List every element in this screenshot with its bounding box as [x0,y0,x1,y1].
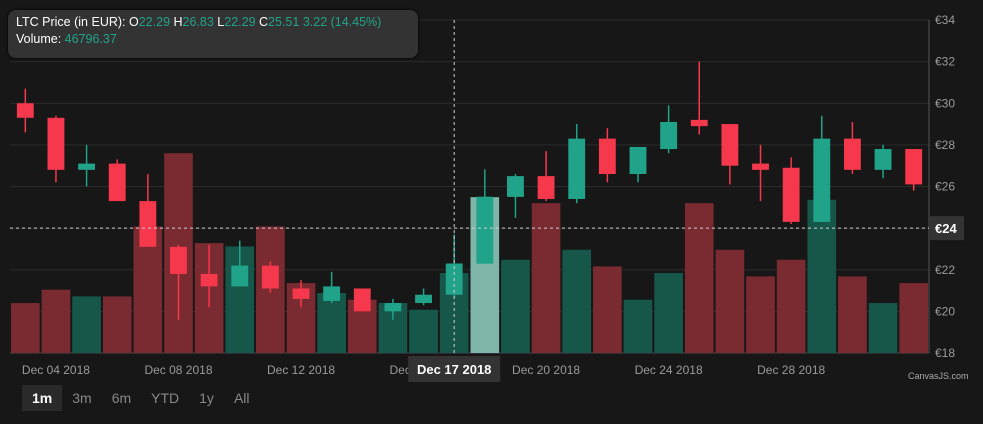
tooltip-volume: 46796.37 [64,32,117,46]
candle-body [261,265,279,289]
candle-body [108,163,126,202]
candle-body [292,288,310,299]
ohlc-tooltip: LTC Price (in EUR): O22.29 H26.83 L22.29… [8,10,418,58]
range-button-3m[interactable]: 3m [72,390,92,406]
candle-body [384,303,402,312]
candle-body [874,149,892,170]
y-tick-label: €28 [935,138,955,152]
candle-body [537,176,555,199]
candle-body [323,286,341,301]
volume-bar [654,273,683,353]
tooltip-open-key: O [129,15,139,29]
volume-bar [593,266,622,353]
volume-bar [715,249,745,353]
candle-body [78,163,96,170]
tooltip-low: 22.29 [224,15,256,29]
candle-body [843,138,861,170]
x-tick-label: Dec 12 2018 [267,363,335,377]
tooltip-close: 25.51 [268,15,300,29]
tooltip-change: 3.22 (14.45%) [302,15,382,29]
volume-bar [501,259,530,353]
volume-bar [562,249,592,353]
candle-body [660,121,678,150]
volume-bar [409,309,438,353]
candle-body [752,163,769,170]
tooltip-open: 22.29 [138,15,171,29]
crosshair-x-label: Dec 17 2018 [417,362,491,377]
volume-bar [838,276,867,353]
candle-body [782,167,800,222]
volume-bar [133,226,163,353]
candle-body [231,265,249,287]
tooltip-high: 26.83 [182,15,214,29]
x-tick-label: Dec 28 2018 [757,363,825,377]
range-button-ytd[interactable]: YTD [151,390,180,406]
candle-body [139,201,157,247]
volume-bar [807,199,837,353]
tooltip-high-key: H [173,15,183,29]
x-tick-label: Dec 24 2018 [635,363,703,377]
y-tick-label: €18 [935,346,955,360]
x-tick-label: Dec 08 2018 [144,363,212,377]
credit-link[interactable]: CanvasJS.com [908,371,969,381]
x-tick-label: Dec 20 2018 [512,363,580,377]
candle-body [813,138,831,222]
candle-body [690,119,708,127]
crosshair-x-label-box [408,356,501,382]
y-tick-label: €22 [935,263,955,277]
candle-body [721,124,739,166]
candle-body [507,176,524,197]
candle-body [476,196,494,264]
volume-bar [531,203,561,353]
range-button-6m[interactable]: 6m [111,390,132,406]
candle-body [170,246,187,274]
candle-body [415,294,432,304]
candle-body [16,103,34,118]
volume-bar [746,276,775,353]
tooltip-volume-label: Volume: [16,32,62,46]
volume-bar [41,289,71,353]
volume-bar [623,299,653,353]
candle-body [629,146,647,175]
candle-body [905,149,923,185]
tooltip-label: LTC Price (in EUR): [16,15,126,29]
volume-bar [899,283,928,353]
y-tick-label: €30 [935,96,955,110]
candle-body [47,117,65,170]
crosshair-y-label: €24 [935,221,957,236]
volume-bar [11,303,40,353]
candle-body [200,273,218,287]
tooltip-price-row: LTC Price (in EUR): O22.29 H26.83 L22.29… [16,14,410,31]
tooltip-low-key: L [217,15,225,29]
volume-bar [684,203,714,353]
volume-bar [72,296,101,353]
y-tick-label: €32 [935,55,955,69]
candle-body [598,138,616,175]
volume-bar [868,303,898,353]
volume-bar [776,259,806,353]
volume-bar [102,296,132,353]
x-tick-label: Dec 04 2018 [22,363,90,377]
y-tick-label: €34 [935,13,955,27]
candle-body [568,138,586,199]
y-tick-label: €20 [935,304,955,318]
crosshair-y-label-box [930,216,964,241]
tooltip-close-key: C [259,15,269,29]
range-button-1m[interactable]: 1m [22,385,63,411]
tooltip-volume-row: Volume: 46796.37 [16,31,410,48]
range-selector: 1m 3m 6m YTD 1y All [22,385,260,411]
y-tick-label: €26 [935,180,955,194]
range-button-all[interactable]: All [233,390,250,406]
candle-body [353,288,371,312]
range-button-1y[interactable]: 1y [199,390,214,406]
